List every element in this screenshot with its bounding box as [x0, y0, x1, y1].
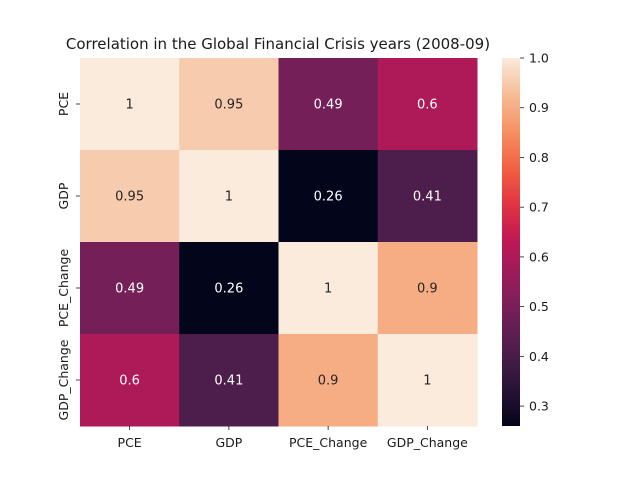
cell-annotation-0-2: 0.49 — [314, 98, 343, 113]
cell-annotation-2-0: 0.49 — [115, 282, 144, 297]
heatmap-cells: 1 0.95 0.49 0.6 0.95 1 0.26 0.41 0.49 0.26 1 0.9 0.6… — [80, 58, 478, 427]
heatmap-cell-1-0 — [80, 150, 180, 243]
cell-annotation-0-0: 1 — [125, 98, 133, 113]
colorbar-tick-label: 0.5 — [529, 299, 549, 314]
x-tick-label: PCE — [118, 435, 142, 450]
heatmap-cell-2-2 — [278, 242, 379, 335]
cell-annotation-1-1: 1 — [225, 190, 233, 205]
cell-annotation-1-2: 0.26 — [314, 190, 343, 205]
colorbar-tick-label: 0.8 — [529, 150, 549, 165]
y-tick-label: PCE_Change — [56, 249, 71, 328]
heatmap-cell-3-0 — [80, 334, 180, 427]
cell-annotation-2-2: 1 — [324, 282, 332, 297]
y-tick-label: GDP_Change — [56, 339, 71, 420]
heatmap-cell-3-1 — [179, 334, 279, 427]
cell-annotation-1-0: 0.95 — [115, 190, 144, 205]
colorbar-gradient — [502, 58, 520, 426]
cell-annotation-3-0: 0.6 — [119, 374, 140, 389]
colorbar-tick-label: 1.0 — [529, 51, 549, 66]
colorbar-tick-label: 0.7 — [529, 200, 549, 215]
x-tick-label: PCE_Change — [289, 435, 368, 450]
colorbar-tick-label: 0.4 — [529, 349, 549, 364]
heatmap-cell-0-3 — [377, 58, 478, 151]
y-axis: PCE GDP PCE_Change GDP_Change — [56, 92, 80, 420]
cell-annotation-2-3: 0.9 — [417, 282, 438, 297]
heatmap-cell-2-3 — [377, 242, 478, 335]
cell-annotation-2-1: 0.26 — [214, 282, 243, 297]
cell-annotation-3-1: 0.41 — [214, 374, 243, 389]
heatmap-cell-0-2 — [278, 58, 379, 151]
heatmap-cell-1-2 — [278, 150, 379, 243]
colorbar-tick-label: 0.9 — [529, 100, 549, 115]
cell-annotation-1-3: 0.41 — [413, 190, 442, 205]
colorbar-tick-label: 0.6 — [529, 249, 549, 264]
x-axis: PCE GDP PCE_Change GDP_Change — [118, 426, 468, 450]
heatmap-cell-2-0 — [80, 242, 180, 335]
heatmap-cell-1-3 — [377, 150, 478, 243]
heatmap-cell-0-1 — [179, 58, 279, 151]
y-tick-label: GDP — [56, 182, 71, 209]
heatmap-cell-0-0 — [80, 58, 180, 151]
heatmap-cell-1-1 — [179, 150, 279, 243]
cell-annotation-0-3: 0.6 — [417, 98, 438, 113]
colorbar: 0.3 0.4 0.5 0.6 0.7 0.8 0.9 1.0 — [502, 51, 549, 426]
heatmap-cell-3-2 — [278, 334, 379, 427]
cell-annotation-3-3: 1 — [423, 374, 431, 389]
y-tick-label: PCE — [56, 92, 71, 116]
heatmap-cell-3-3 — [377, 334, 478, 427]
chart-title: Correlation in the Global Financial Cris… — [66, 35, 490, 53]
x-tick-label: GDP_Change — [387, 435, 468, 450]
cell-annotation-3-2: 0.9 — [318, 374, 339, 389]
colorbar-tick-label: 0.3 — [529, 399, 549, 414]
heatmap-cell-2-1 — [179, 242, 279, 335]
colorbar-ticks: 0.3 0.4 0.5 0.6 0.7 0.8 0.9 1.0 — [520, 51, 549, 414]
cell-annotation-0-1: 0.95 — [214, 98, 243, 113]
x-tick-label: GDP — [215, 435, 242, 450]
